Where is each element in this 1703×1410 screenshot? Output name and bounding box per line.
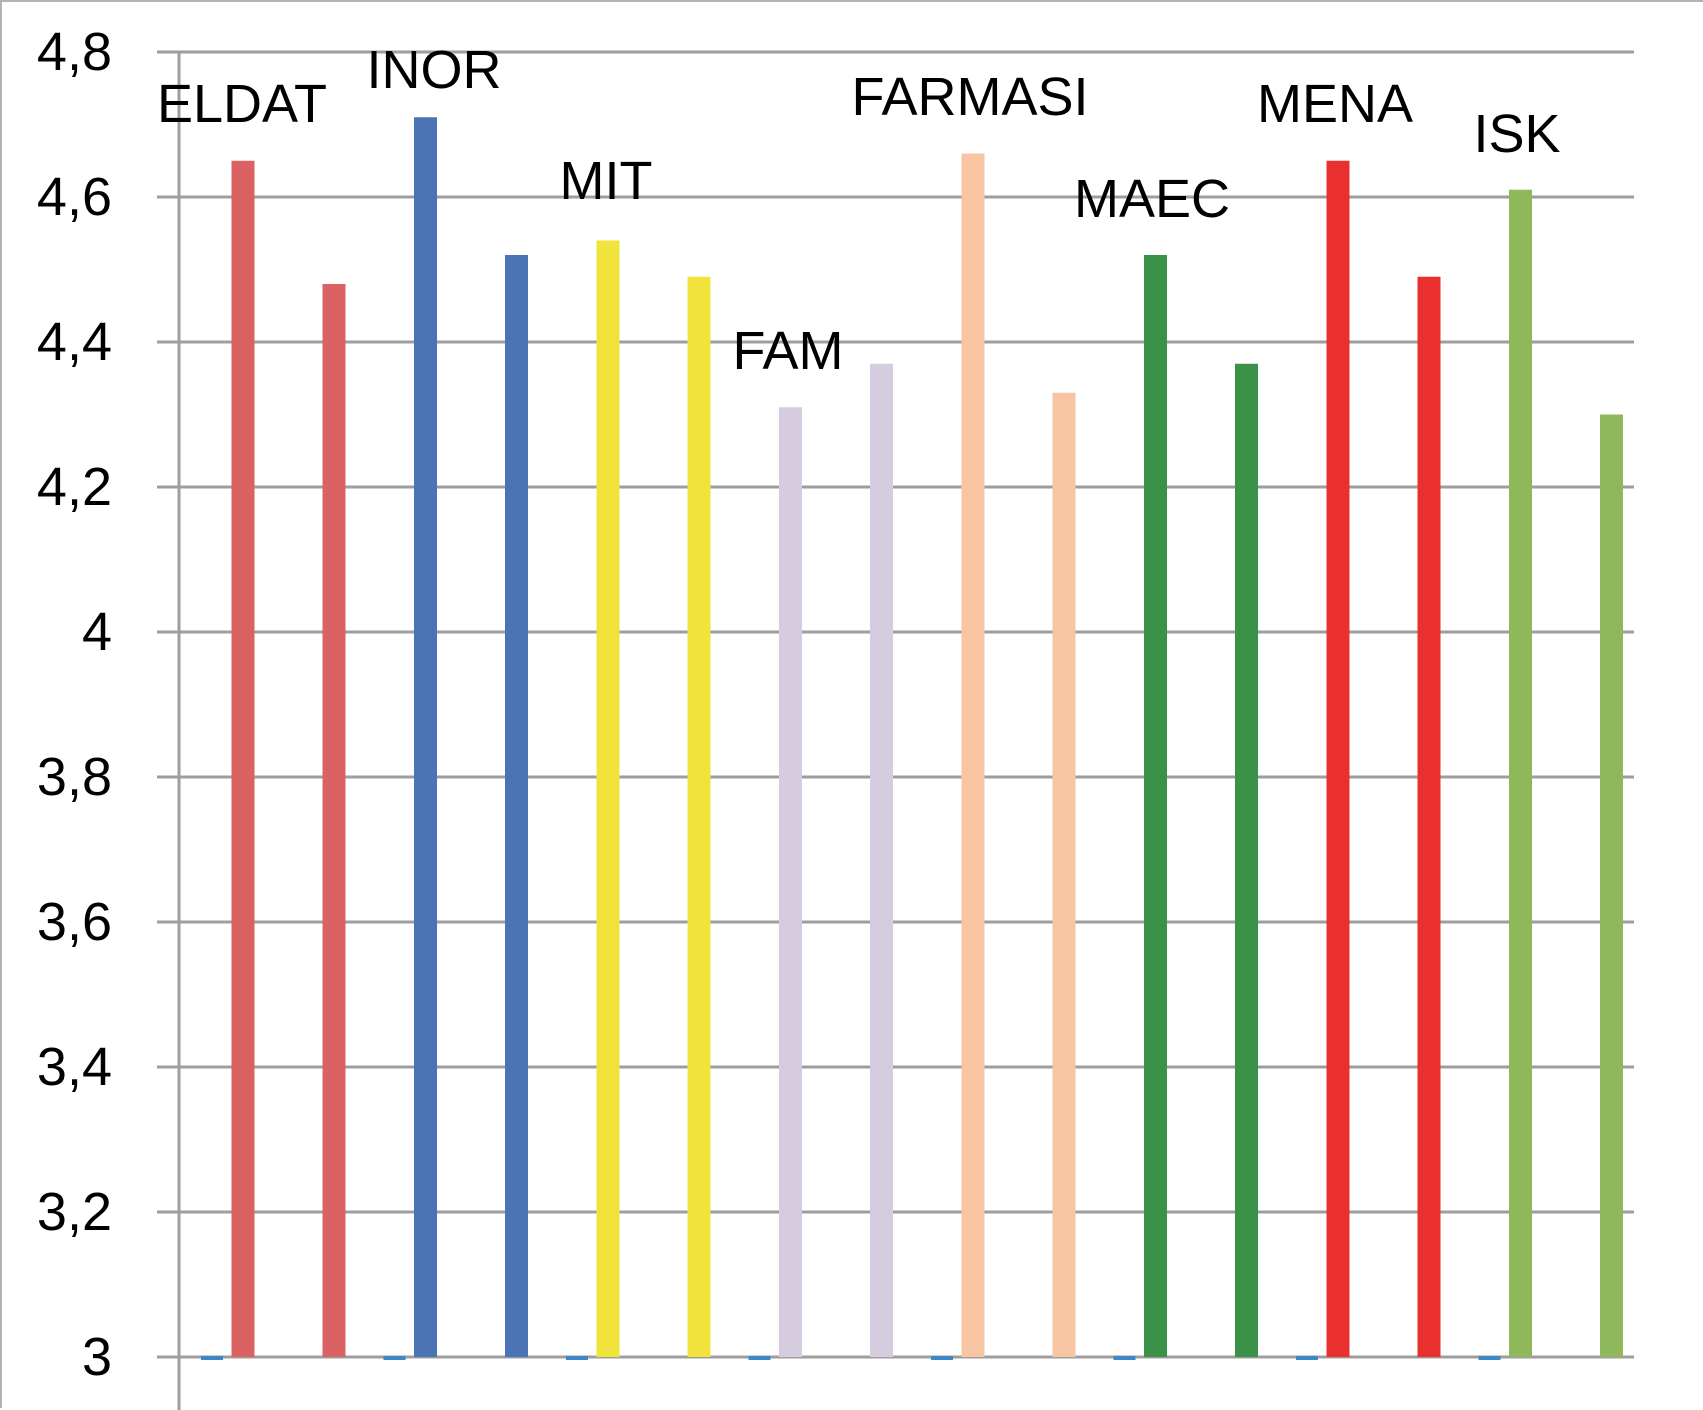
y-tick-label: 4,6	[37, 167, 112, 227]
y-tick-label: 3,6	[37, 892, 112, 952]
y-tick-label: 3,2	[37, 1182, 112, 1242]
category-label-mit: MIT	[560, 151, 653, 211]
category-label-isk: ISK	[1473, 104, 1560, 164]
bar-inor-1	[414, 117, 437, 1357]
category-label-farmasi: FARMASI	[851, 67, 1088, 127]
category-label-inor: INOR	[367, 40, 502, 100]
category-label-eldat: ELDAT	[157, 74, 327, 134]
bar-isk-2	[1600, 414, 1623, 1357]
y-axis: 3 3,2 3,4 3,6 3,8 4 4,2 4,4 4,6 4,8	[37, 22, 181, 1410]
category-labels: ELDAT INOR MIT FAM FARMASI MAEC MENA ISK	[157, 40, 1561, 381]
bar-isk-1	[1509, 189, 1532, 1357]
bar-maec-2	[1235, 363, 1258, 1357]
bar-fam-2	[870, 363, 893, 1357]
bar-farmasi-1	[961, 153, 985, 1357]
y-tick-label: 4,8	[37, 22, 112, 82]
grid-lines	[157, 50, 1634, 1359]
bar-eldat-2	[322, 284, 346, 1357]
y-tick-label: 4,2	[37, 457, 112, 517]
y-tick-label: 3,4	[37, 1037, 112, 1097]
category-label-maec: MAEC	[1074, 169, 1230, 229]
bar-mit-1	[596, 240, 620, 1357]
y-tick-label: 4,4	[37, 312, 112, 372]
bar-farmasi-2	[1052, 392, 1076, 1357]
y-tick-label: 3	[82, 1327, 112, 1387]
bar-fam-1	[779, 407, 802, 1357]
category-label-fam: FAM	[732, 321, 843, 381]
bars	[201, 117, 1623, 1360]
bar-mit-2	[687, 276, 711, 1357]
category-label-mena: MENA	[1257, 74, 1413, 134]
bar-maec-1	[1144, 255, 1167, 1357]
bar-eldat-1	[231, 160, 255, 1357]
y-tick-label: 3,8	[37, 747, 112, 807]
bar-mena-1	[1326, 160, 1350, 1357]
bar-inor-2	[505, 255, 528, 1357]
y-tick-label: 4	[82, 602, 112, 662]
bar-mena-2	[1417, 276, 1441, 1357]
